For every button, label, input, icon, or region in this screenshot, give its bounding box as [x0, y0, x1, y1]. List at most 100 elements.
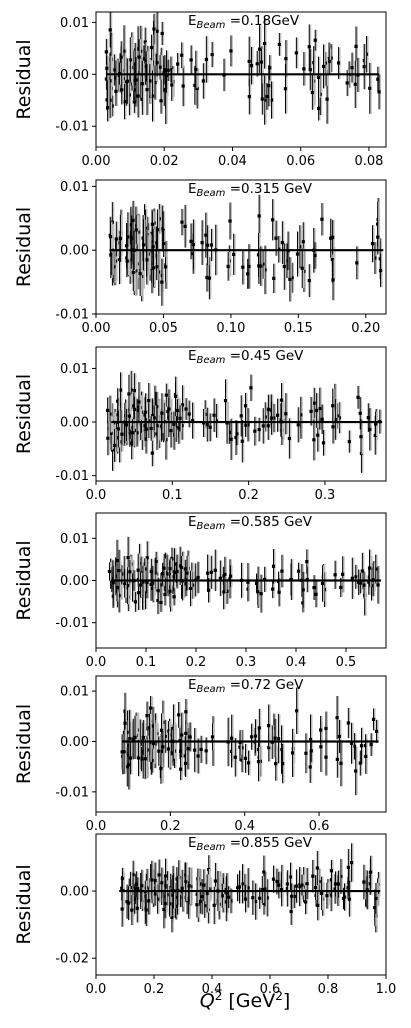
data-point: [230, 736, 234, 740]
data-point: [132, 388, 136, 393]
data-point: [257, 726, 261, 730]
x-tick-label: 0.2: [238, 488, 259, 503]
x-tick-label: 0.2: [186, 655, 207, 670]
data-point: [133, 735, 137, 739]
data-point: [142, 57, 146, 61]
data-point: [155, 265, 159, 269]
data-point: [224, 900, 228, 904]
data-point: [249, 64, 254, 68]
data-point: [234, 435, 238, 440]
data-point: [254, 581, 259, 585]
data-point: [175, 408, 180, 413]
data-point: [266, 407, 270, 411]
data-point: [283, 87, 288, 91]
data-point: [235, 432, 239, 436]
data-point: [277, 42, 281, 47]
data-point: [174, 394, 178, 398]
data-point: [259, 592, 263, 596]
data-point: [354, 769, 358, 773]
data-point: [132, 404, 136, 408]
data-point: [134, 228, 138, 232]
data-point: [316, 75, 321, 80]
data-point: [133, 62, 137, 66]
data-point: [255, 62, 259, 66]
data-point: [150, 222, 154, 226]
data-point: [120, 750, 124, 754]
data-point: [267, 84, 271, 88]
data-point: [143, 410, 148, 414]
data-point: [295, 709, 299, 713]
data-point: [355, 261, 359, 265]
data-point: [170, 83, 174, 87]
data-point: [143, 40, 147, 44]
data-point: [188, 735, 192, 739]
data-point: [127, 763, 131, 767]
x-tick-label: 0.6: [309, 819, 330, 834]
data-point: [285, 259, 289, 263]
x-tick-label: 0.10: [216, 321, 245, 336]
data-point: [151, 413, 155, 418]
data-point: [347, 880, 351, 885]
data-point: [280, 240, 284, 245]
data-point: [315, 866, 319, 870]
data-point: [163, 592, 167, 597]
data-point: [125, 259, 129, 263]
data-point: [166, 68, 170, 72]
panel-title: EBeam =0.315 GeV: [188, 181, 313, 199]
x-tick-label: 0.4: [202, 982, 223, 997]
data-point: [184, 880, 188, 884]
data-point: [319, 891, 324, 895]
data-point: [166, 747, 170, 751]
data-point: [159, 99, 163, 103]
data-point: [279, 398, 284, 402]
data-point: [187, 884, 191, 888]
data-point: [225, 589, 229, 593]
data-point: [163, 734, 167, 738]
data-point: [373, 906, 377, 910]
data-point: [143, 424, 147, 428]
data-point: [373, 256, 377, 260]
y-tick-label: -0.01: [55, 785, 89, 800]
data-point: [115, 585, 119, 590]
data-point: [257, 47, 262, 51]
data-point: [122, 100, 127, 104]
data-point: [269, 416, 274, 420]
data-point: [137, 55, 141, 59]
data-point: [272, 276, 276, 280]
data-point: [210, 735, 215, 739]
data-point: [324, 726, 328, 731]
data-point: [168, 567, 172, 571]
data-point: [120, 876, 124, 881]
data-point: [261, 424, 265, 428]
data-point: [288, 875, 293, 879]
data-point: [266, 424, 270, 428]
data-point: [166, 409, 170, 413]
data-point: [145, 556, 149, 560]
data-point: [246, 580, 250, 584]
data-point: [145, 713, 149, 718]
data-point: [186, 747, 190, 751]
data-point: [153, 892, 157, 896]
data-point: [358, 581, 362, 585]
data-point: [321, 64, 326, 69]
data-point: [311, 874, 315, 878]
data-point: [119, 55, 123, 59]
data-point: [337, 734, 342, 739]
data-point: [105, 98, 109, 102]
data-point: [162, 566, 166, 570]
data-point: [195, 903, 199, 907]
data-point: [262, 41, 267, 46]
data-point: [157, 270, 161, 274]
data-point: [347, 897, 351, 901]
y-tick-label: -0.02: [55, 952, 89, 967]
x-tick-label: 0.20: [351, 321, 380, 336]
data-point: [159, 600, 163, 605]
y-tick-label: 0.00: [60, 735, 89, 750]
y-tick-label: 0.01: [60, 532, 89, 547]
data-point: [305, 559, 309, 564]
data-point: [184, 582, 188, 586]
data-point: [133, 897, 137, 901]
data-point: [128, 58, 132, 62]
data-point: [131, 737, 135, 741]
data-point: [183, 567, 187, 571]
